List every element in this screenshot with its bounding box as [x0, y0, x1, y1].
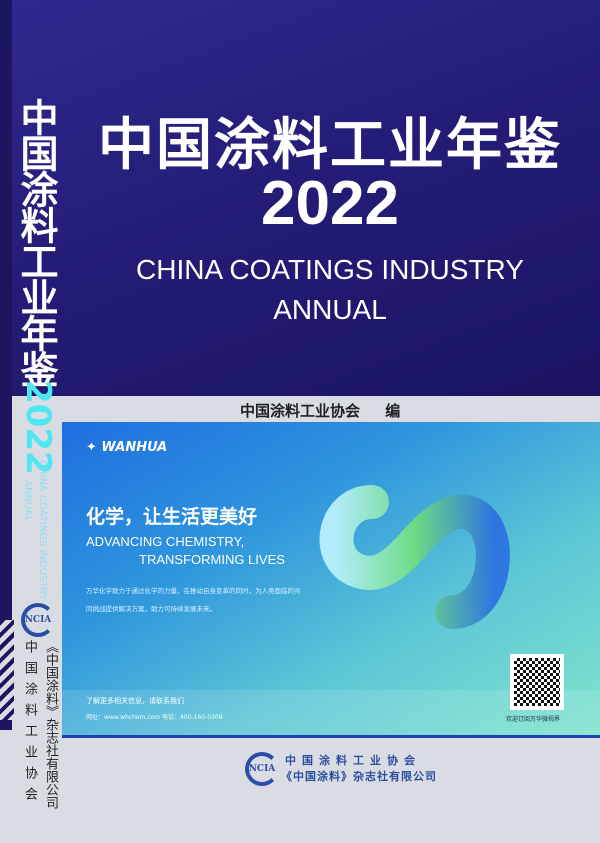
cover-title-en-line1: CHINA COATINGS INDUSTRY [136, 254, 524, 285]
wanhua-logo-text: WANHUA [101, 440, 168, 455]
spine-publisher2: 《中国涂料》杂志社有限公司 [43, 640, 58, 809]
cover-title-cn: 中国涂料工业年鉴 [98, 113, 562, 178]
qr-code[interactable] [510, 654, 564, 710]
ad-website-phone: 网址：www.whchem.com 电话：400-160-0309 [86, 714, 223, 721]
footer-ncia-logo: NCIA [245, 752, 279, 786]
wanhua-logo: ✦ WANHUA [86, 440, 168, 455]
qr-pattern [514, 658, 560, 706]
ad-slogan-en-line1: ADVANCING CHEMISTRY, [86, 534, 245, 549]
qr-caption: 欢迎订阅万华微视界 [506, 716, 561, 723]
ad-contact-text: 了解更多相关信息，请联系我们 [86, 697, 184, 705]
ncia-logo-text: NCIA [24, 615, 52, 625]
ad-slogan-en-line2: TRANSFORMING LIVES [139, 552, 285, 567]
spine-strip [0, 0, 12, 730]
ncia-logo: NCIA [21, 603, 55, 637]
footer-publisher1: 中国涂料工业协会 [285, 754, 421, 767]
spine-title: 中国涂料工业年鉴 [14, 98, 58, 386]
spine-publisher1: 中国涂料工业协会 [22, 640, 37, 808]
spine-year: 2022 [18, 380, 58, 475]
infinity-hexagon-graphic [319, 485, 510, 629]
cover-title-en-line2: ANNUAL [273, 294, 387, 325]
cover-year: 2022 [261, 169, 399, 238]
ad-body-text: 万华化学致力于通过化学的力量，在推动自身变革的同时，为人类面临的共同挑战提供解决… [86, 587, 301, 613]
footer-publisher2: 《中国涂料》杂志社有限公司 [281, 770, 437, 783]
editor-credit: 中国涂料工业协会 编 [240, 402, 401, 420]
ad-slogan-cn: 化学，让生活更美好 [86, 506, 258, 528]
wanhua-advertisement: ✦ WANHUA 化学，让生活更美好 ADVANCING CHEMISTRY, … [62, 422, 600, 738]
spine-stripes [0, 620, 14, 720]
spine-english-line1: CHINA COATINGS INDUSTRY [37, 460, 48, 600]
spine-english-line2: ANNUAL [22, 480, 33, 522]
footer-ncia-logo-text: NCIA [248, 764, 276, 774]
cover-top-panel [0, 0, 600, 396]
